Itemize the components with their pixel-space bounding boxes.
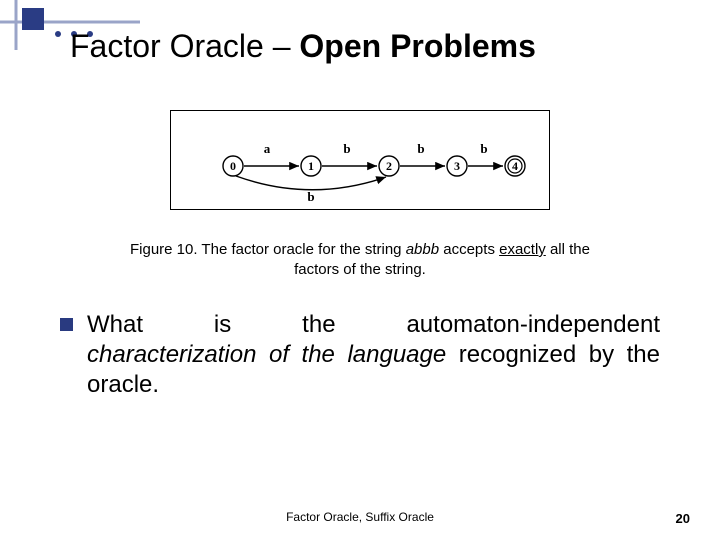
title-prefix: Factor Oracle – (70, 28, 299, 64)
bullet-item: What is the automaton-independent charac… (60, 310, 660, 400)
bullet-text: What is the automaton-independent charac… (87, 310, 660, 400)
svg-text:b: b (480, 141, 487, 156)
caption-mid: accepts (439, 241, 499, 258)
page-title: Factor Oracle – Open Problems (70, 28, 690, 65)
svg-text:3: 3 (454, 159, 460, 173)
automaton-figure: a b b b b 0 1 2 3 4 (170, 110, 550, 210)
bullet-w4: automaton-independent (406, 311, 660, 338)
svg-text:0: 0 (230, 159, 236, 173)
bullet-w2: is (214, 311, 231, 338)
bullet-marker-icon (60, 318, 73, 331)
svg-text:1: 1 (308, 159, 314, 173)
caption-italic: abbb (406, 241, 439, 258)
svg-text:2: 2 (386, 159, 392, 173)
bullet-w1: What (87, 311, 143, 338)
caption-line2: factors of the string. (294, 261, 426, 278)
footer-text: Factor Oracle, Suffix Oracle (0, 510, 720, 524)
figure-caption: Figure 10. The factor oracle for the str… (120, 240, 600, 279)
page-number: 20 (676, 511, 690, 526)
svg-text:4: 4 (512, 159, 518, 173)
caption-underlined: exactly (499, 241, 546, 258)
svg-text:b: b (343, 141, 350, 156)
svg-text:b: b (417, 141, 424, 156)
bullet-w3: the (302, 311, 335, 338)
svg-text:a: a (264, 141, 271, 156)
bullet-italic: characterization of the language (87, 341, 446, 368)
caption-post1: all the (546, 241, 590, 258)
title-bold: Open Problems (299, 28, 536, 64)
caption-pre: Figure 10. The factor oracle for the str… (130, 241, 406, 258)
svg-text:b: b (307, 189, 314, 204)
